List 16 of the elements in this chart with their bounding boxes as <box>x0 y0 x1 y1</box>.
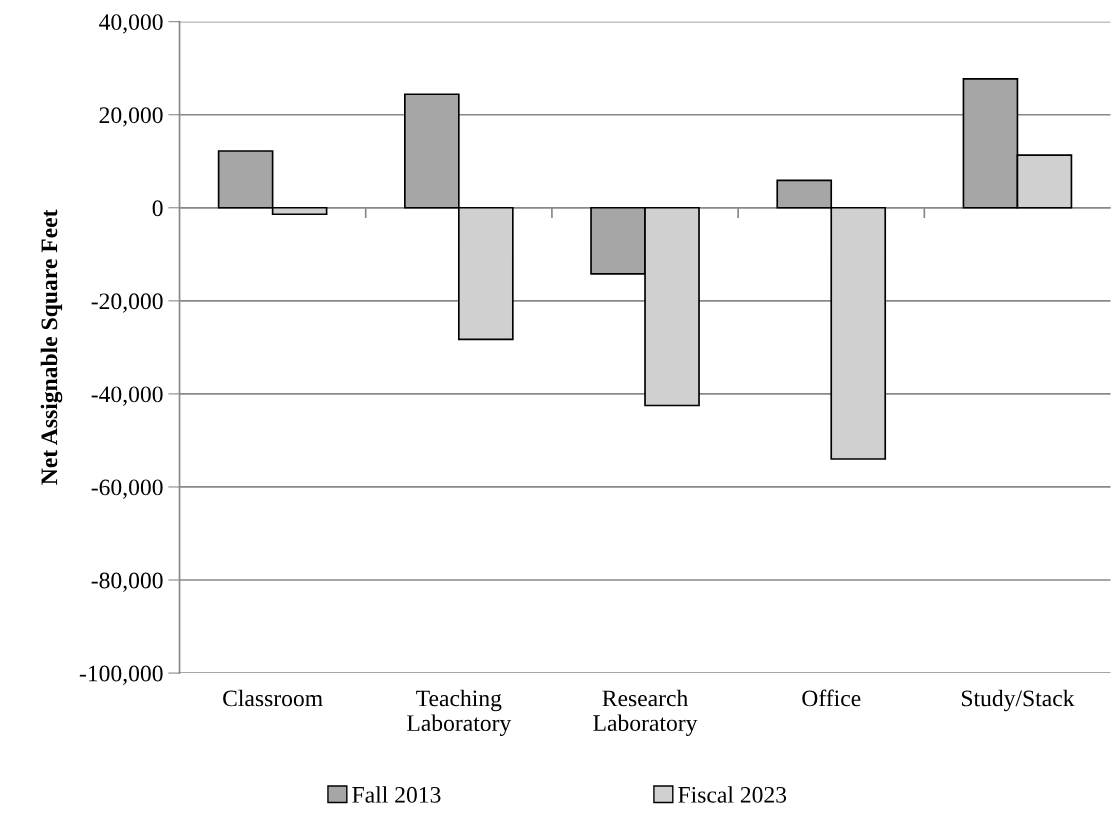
y-tick-label: -40,000 <box>91 386 163 406</box>
y-tick-label: -60,000 <box>91 479 163 499</box>
y-tick-label: 20,000 <box>99 107 163 127</box>
legend-label: Fall 2013 <box>352 786 441 803</box>
x-tick-label: Research Laboratory <box>593 689 698 736</box>
x-tick-label: Office <box>802 689 861 707</box>
y-tick-label: 0 <box>152 200 163 217</box>
x-tick-label: Classroom <box>223 689 323 707</box>
y-axis-title: Net Assignable Square Feet <box>40 209 63 485</box>
y-tick-label: 40,000 <box>99 14 163 34</box>
x-tick-label: Teaching Laboratory <box>407 689 512 736</box>
y-tick-label: -20,000 <box>91 293 163 313</box>
y-tick-label: -80,000 <box>91 572 163 592</box>
x-tick-label: Study/Stack <box>961 689 1075 712</box>
y-tick-label: -100,000 <box>79 665 163 685</box>
legend-label: Fiscal 2023 <box>678 786 787 803</box>
